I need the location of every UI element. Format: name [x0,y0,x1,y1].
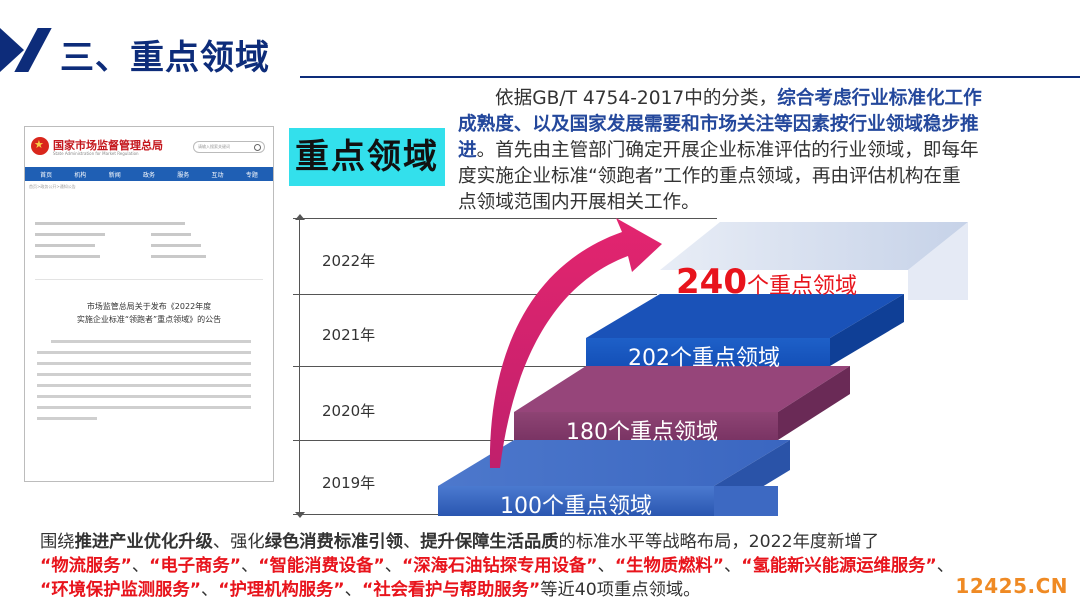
doc-meta-block [25,219,273,273]
key-area-label: 重点领域 [289,128,445,186]
new-area-item: “社会看护与帮助服务” [361,580,541,600]
doc-nav-item: 服务 [177,171,190,179]
page-title: 三、重点领域 [60,38,270,78]
bottom-text: 、 [344,580,362,600]
doc-separator [35,279,263,280]
doc-header: 国家市场监督管理总局 State Administration for Mark… [25,127,273,167]
new-area-item: “氢能新兴能源运维服务” [741,556,937,576]
step-2021-side [830,294,904,366]
year-label-2019: 2019年 [322,474,376,492]
description-line: 进。首先由主管部门确定开展企业标准评估的行业领域，即每年 [458,138,1058,164]
doc-nav-item: 专题 [245,171,258,179]
description-highlight: 进 [458,140,477,161]
header-divider [300,76,1080,78]
step-2019-top [438,440,790,486]
description-text: 。首先由主管部门确定开展企业标准评估的行业领域，即每年 [476,140,979,161]
year-label-2022: 2022年 [322,252,376,270]
step-2022-top [660,222,968,270]
year-label-2021: 2021年 [322,326,376,344]
doc-nav-bar: 首页 机构 新闻 政务 服务 互动 专题 [25,167,273,181]
national-emblem-icon [31,137,49,155]
description-line: 点领域范围内开展相关工作。 [458,190,1058,216]
step-2022-label: 240个重点领域 [676,262,857,302]
bold-phrase: 绿色消费标准引领 [264,532,403,552]
doc-nav-item: 互动 [211,171,224,179]
bottom-text: 的标准水平等战略布局，2022年度新增了 [558,532,880,552]
bottom-text: 、 [240,556,259,576]
bottom-line: “物流服务”、“电子商务”、“智能消费设备”、“深海石油钻探专用设备”、“生物质… [40,554,1050,578]
doc-nav-item: 新闻 [108,171,121,179]
bottom-text: 、强化 [212,532,265,552]
timeline-guide-line [299,218,717,219]
bottom-text: 、 [936,556,955,576]
step-2020-front [514,412,778,440]
bottom-paragraph: 围绕推进产业优化升级、强化绿色消费标准引领、提升保障生活品质的标准水平等战略布局… [40,530,1050,602]
new-area-item: “环境保护监测服务” [40,580,201,600]
description-paragraph: 依据GB/T 4754-2017中的分类，综合考虑行业标准化工作 成熟度、以及国家… [458,86,1058,216]
bottom-text: 、 [402,532,421,552]
doc-breadcrumb: 首页>政务公开>通知公告 [29,184,76,189]
new-area-item: “深海石油钻探专用设备” [401,556,598,576]
new-area-item: “护理机构服务” [218,580,345,600]
bottom-text: 、 [723,556,742,576]
description-text: 点领域范围内开展相关工作。 [458,192,700,213]
doc-heading: 市场监管总局关于发布《2022年度 实施企业标准“领跑者”重点领域》的公告 [76,302,222,324]
step-2020-label: 180个重点领域 [566,420,718,445]
bottom-line: 围绕推进产业优化升级、强化绿色消费标准引领、提升保障生活品质的标准水平等战略布局… [40,530,1050,554]
bottom-text: 围绕 [40,532,75,552]
description-highlight: 成熟度、以及国家发展需要和市场关注等因素按行业领域稳步推 [458,114,979,135]
step-2022-right-side [908,222,968,300]
step-2019-label: 100个重点领域 [500,494,652,519]
new-area-item: “智能消费设备” [258,556,385,576]
doc-org-name: 国家市场监督管理总局 [53,139,163,152]
doc-nav-item: 政务 [142,171,155,179]
bottom-text: 等近40项重点领域。 [540,580,701,600]
step-2021-top [586,294,904,338]
timeline-guide-line [299,514,439,515]
description-line: 依据GB/T 4754-2017中的分类，综合考虑行业标准化工作 [458,86,1058,112]
doc-nav-item: 首页 [40,171,53,179]
watermark-logo: 12425.CN [955,574,1068,598]
timeline-arrow-down [295,512,305,518]
bottom-text: 、 [131,556,150,576]
timeline-guide-line [299,366,589,367]
year-label-2020: 2020年 [322,402,376,420]
description-highlight: 综合考虑行业标准化工作 [777,88,982,109]
step-2020-side [778,366,850,440]
bottom-text: 、 [200,580,219,600]
new-area-item: “电子商务” [149,556,241,576]
step-2021-label: 202个重点领域 [628,346,780,371]
timeline-guide-line [299,440,513,441]
bold-phrase: 推进产业优化升级 [74,532,213,552]
description-text: 依据GB/T 4754-2017中的分类， [495,88,778,109]
description-line: 成熟度、以及国家发展需要和市场关注等因素按行业领域稳步推 [458,112,1058,138]
bold-phrase: 提升保障生活品质 [420,532,559,552]
description-line: 度实施企业标准“领跑者”工作的重点领域，再由评估机构在重 [458,164,1058,190]
growth-arrow [489,218,662,468]
step-2021-front [586,338,830,366]
bottom-text: 、 [384,556,402,576]
timeline-arrow-up [295,214,305,220]
doc-org-en: State Administration for Market Regulati… [53,151,139,156]
step-2022-unit: 个重点领域 [746,274,857,299]
announcement-document-image: 国家市场监督管理总局 State Administration for Mark… [24,126,274,482]
step-2019-front-right [714,486,778,516]
doc-search-box: 请输入搜索关键词 [193,141,265,153]
doc-nav-item: 机构 [74,171,87,179]
new-area-item: “物流服务” [40,556,132,576]
new-area-item: “生物质燃料” [614,556,724,576]
timeline-guide-line [299,294,657,295]
step-2020-top [514,366,850,412]
description-text: 度实施企业标准“领跑者”工作的重点领域，再由评估机构在重 [458,166,961,187]
bottom-text: 、 [597,556,615,576]
doc-body-text [25,326,273,420]
step-2019-front [438,486,714,516]
bottom-line: “环境保护监测服务”、“护理机构服务”、“社会看护与帮助服务”等近40项重点领域… [40,578,1050,602]
step-2022-number: 240 [676,262,747,302]
